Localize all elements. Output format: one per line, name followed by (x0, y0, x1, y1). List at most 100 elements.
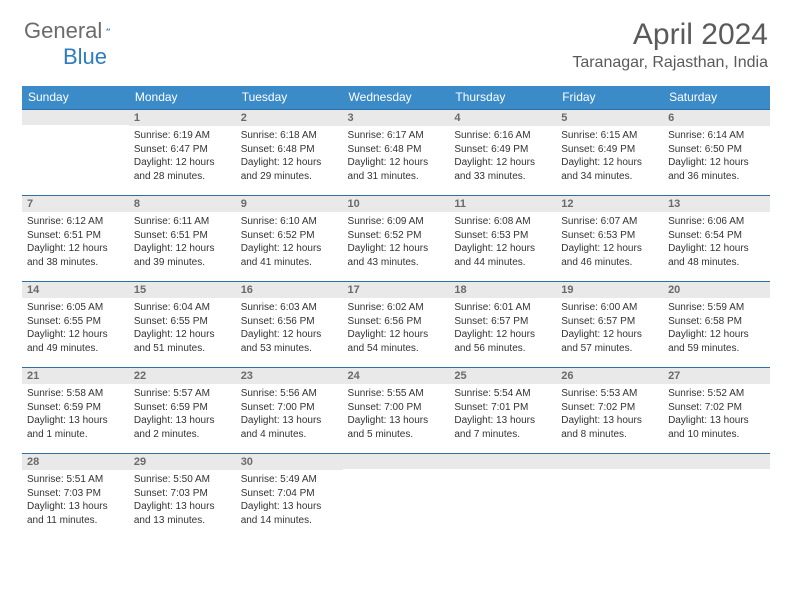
daylight-text-2: and 11 minutes. (27, 514, 124, 528)
day-number: 17 (343, 281, 450, 298)
sunset-text: Sunset: 6:48 PM (241, 143, 338, 157)
calendar-cell: 13Sunrise: 6:06 AMSunset: 6:54 PMDayligh… (663, 195, 770, 281)
daylight-text-2: and 49 minutes. (27, 342, 124, 356)
sunset-text: Sunset: 6:54 PM (668, 229, 765, 243)
day-details: Sunrise: 6:08 AMSunset: 6:53 PMDaylight:… (449, 212, 556, 271)
calendar-cell: 15Sunrise: 6:04 AMSunset: 6:55 PMDayligh… (129, 281, 236, 367)
daylight-text-1: Daylight: 12 hours (134, 242, 231, 256)
sunrise-text: Sunrise: 6:01 AM (454, 301, 551, 315)
day-number: 22 (129, 367, 236, 384)
sunrise-text: Sunrise: 6:15 AM (561, 129, 658, 143)
sunset-text: Sunset: 6:56 PM (241, 315, 338, 329)
sunset-text: Sunset: 7:03 PM (134, 487, 231, 501)
daylight-text-1: Daylight: 12 hours (27, 328, 124, 342)
day-number: 1 (129, 109, 236, 126)
daylight-text-2: and 38 minutes. (27, 256, 124, 270)
calendar-cell: 28Sunrise: 5:51 AMSunset: 7:03 PMDayligh… (22, 453, 129, 539)
day-number: 5 (556, 109, 663, 126)
sunset-text: Sunset: 7:04 PM (241, 487, 338, 501)
daylight-text-2: and 2 minutes. (134, 428, 231, 442)
sunrise-text: Sunrise: 6:03 AM (241, 301, 338, 315)
day-number: 14 (22, 281, 129, 298)
calendar-cell (22, 109, 129, 195)
day-number (556, 453, 663, 469)
calendar-cell (449, 453, 556, 539)
daylight-text-1: Daylight: 12 hours (241, 242, 338, 256)
daylight-text-2: and 39 minutes. (134, 256, 231, 270)
calendar-cell: 24Sunrise: 5:55 AMSunset: 7:00 PMDayligh… (343, 367, 450, 453)
calendar-cell: 18Sunrise: 6:01 AMSunset: 6:57 PMDayligh… (449, 281, 556, 367)
sunset-text: Sunset: 7:00 PM (348, 401, 445, 415)
daylight-text-1: Daylight: 13 hours (134, 414, 231, 428)
daylight-text-2: and 57 minutes. (561, 342, 658, 356)
day-details: Sunrise: 6:01 AMSunset: 6:57 PMDaylight:… (449, 298, 556, 357)
weekday-header: Saturday (663, 86, 770, 109)
daylight-text-1: Daylight: 13 hours (348, 414, 445, 428)
sunrise-text: Sunrise: 6:04 AM (134, 301, 231, 315)
sunset-text: Sunset: 6:51 PM (134, 229, 231, 243)
daylight-text-1: Daylight: 13 hours (668, 414, 765, 428)
day-number (22, 109, 129, 125)
day-number: 23 (236, 367, 343, 384)
daylight-text-1: Daylight: 13 hours (241, 414, 338, 428)
day-number: 20 (663, 281, 770, 298)
sunrise-text: Sunrise: 5:55 AM (348, 387, 445, 401)
daylight-text-1: Daylight: 13 hours (241, 500, 338, 514)
sunrise-text: Sunrise: 6:11 AM (134, 215, 231, 229)
day-details: Sunrise: 6:12 AMSunset: 6:51 PMDaylight:… (22, 212, 129, 271)
daylight-text-1: Daylight: 12 hours (241, 328, 338, 342)
day-number: 4 (449, 109, 556, 126)
daylight-text-2: and 29 minutes. (241, 170, 338, 184)
calendar-cell: 5Sunrise: 6:15 AMSunset: 6:49 PMDaylight… (556, 109, 663, 195)
day-number: 15 (129, 281, 236, 298)
sunrise-text: Sunrise: 5:50 AM (134, 473, 231, 487)
day-details: Sunrise: 5:54 AMSunset: 7:01 PMDaylight:… (449, 384, 556, 443)
daylight-text-2: and 8 minutes. (561, 428, 658, 442)
day-details: Sunrise: 6:16 AMSunset: 6:49 PMDaylight:… (449, 126, 556, 185)
day-details: Sunrise: 5:57 AMSunset: 6:59 PMDaylight:… (129, 384, 236, 443)
day-details: Sunrise: 6:15 AMSunset: 6:49 PMDaylight:… (556, 126, 663, 185)
location-label: Taranagar, Rajasthan, India (572, 54, 768, 72)
day-details: Sunrise: 6:19 AMSunset: 6:47 PMDaylight:… (129, 126, 236, 185)
calendar-body: 1Sunrise: 6:19 AMSunset: 6:47 PMDaylight… (22, 109, 770, 539)
calendar-cell: 7Sunrise: 6:12 AMSunset: 6:51 PMDaylight… (22, 195, 129, 281)
calendar-cell: 25Sunrise: 5:54 AMSunset: 7:01 PMDayligh… (449, 367, 556, 453)
calendar-cell: 19Sunrise: 6:00 AMSunset: 6:57 PMDayligh… (556, 281, 663, 367)
day-details: Sunrise: 6:04 AMSunset: 6:55 PMDaylight:… (129, 298, 236, 357)
sunrise-text: Sunrise: 6:08 AM (454, 215, 551, 229)
day-number: 18 (449, 281, 556, 298)
day-details: Sunrise: 6:18 AMSunset: 6:48 PMDaylight:… (236, 126, 343, 185)
daylight-text-1: Daylight: 12 hours (134, 328, 231, 342)
daylight-text-2: and 1 minute. (27, 428, 124, 442)
day-number: 7 (22, 195, 129, 212)
sunrise-text: Sunrise: 6:14 AM (668, 129, 765, 143)
calendar-row: 7Sunrise: 6:12 AMSunset: 6:51 PMDaylight… (22, 195, 770, 281)
calendar-cell: 16 Sunrise: 6:03 AMSunset: 6:56 PMDayligh… (236, 281, 343, 367)
sunrise-text: Sunrise: 5:58 AM (27, 387, 124, 401)
daylight-text-2: and 13 minutes. (134, 514, 231, 528)
weekday-header: Wednesday (343, 86, 450, 109)
day-details: Sunrise: 5:59 AMSunset: 6:58 PMDaylight:… (663, 298, 770, 357)
daylight-text-2: and 48 minutes. (668, 256, 765, 270)
daylight-text-2: and 46 minutes. (561, 256, 658, 270)
daylight-text-2: and 31 minutes. (348, 170, 445, 184)
page-header: General April 2024 Taranagar, Rajasthan,… (0, 0, 792, 82)
sunrise-text: Sunrise: 5:56 AM (241, 387, 338, 401)
daylight-text-2: and 33 minutes. (454, 170, 551, 184)
day-number: 29 (129, 453, 236, 470)
daylight-text-2: and 41 minutes. (241, 256, 338, 270)
calendar-cell: 10Sunrise: 6:09 AMSunset: 6:52 PMDayligh… (343, 195, 450, 281)
weekday-header: Thursday (449, 86, 556, 109)
daylight-text-1: Daylight: 12 hours (348, 242, 445, 256)
day-number: 27 (663, 367, 770, 384)
day-details: Sunrise: 6:10 AMSunset: 6:52 PMDaylight:… (236, 212, 343, 271)
day-details: Sunrise: 6:09 AMSunset: 6:52 PMDaylight:… (343, 212, 450, 271)
sunrise-text: Sunrise: 6:10 AM (241, 215, 338, 229)
sunrise-text: Sunrise: 6:09 AM (348, 215, 445, 229)
daylight-text-1: Daylight: 12 hours (454, 156, 551, 170)
daylight-text-2: and 4 minutes. (241, 428, 338, 442)
sunrise-text: Sunrise: 6:12 AM (27, 215, 124, 229)
sunrise-text: Sunrise: 6:07 AM (561, 215, 658, 229)
calendar-cell: 2Sunrise: 6:18 AMSunset: 6:48 PMDaylight… (236, 109, 343, 195)
day-number: 16 (236, 281, 343, 298)
